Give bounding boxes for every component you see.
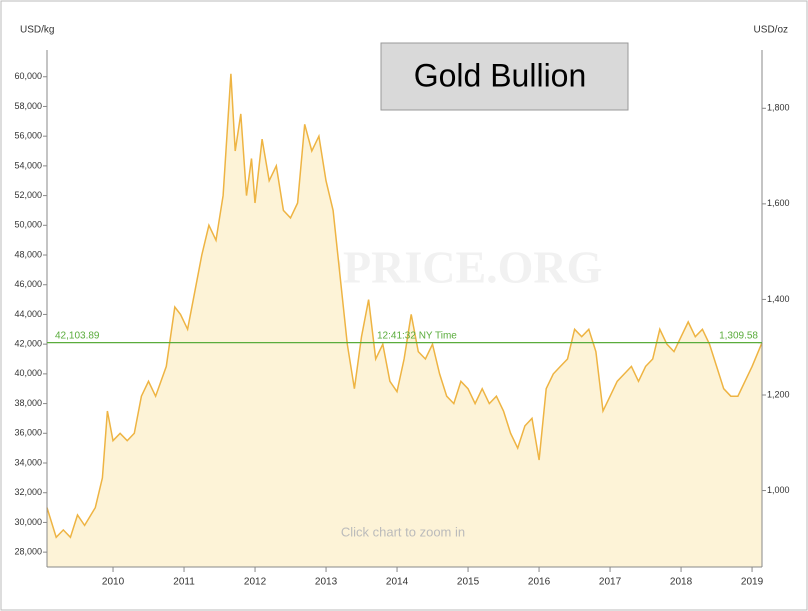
y2-tick-label: 1,200 bbox=[767, 389, 790, 399]
y-tick-label: 30,000 bbox=[14, 517, 42, 527]
reference-label-y2: 1,309.58 bbox=[719, 330, 758, 341]
x-tick-label: 2018 bbox=[670, 577, 693, 588]
y-tick-label: 50,000 bbox=[14, 220, 42, 230]
y-tick-label: 36,000 bbox=[14, 428, 42, 438]
chart-title: Gold Bullion bbox=[414, 57, 587, 93]
x-tick-label: 2013 bbox=[315, 577, 338, 588]
y-tick-label: 52,000 bbox=[14, 190, 42, 200]
y-axis-unit: USD/kg bbox=[20, 25, 54, 36]
y-tick-label: 34,000 bbox=[14, 457, 42, 467]
x-tick-label: 2017 bbox=[599, 577, 622, 588]
y-tick-label: 48,000 bbox=[14, 249, 42, 259]
x-tick-label: 2010 bbox=[102, 577, 125, 588]
y2-tick-label: 1,800 bbox=[767, 103, 790, 113]
x-tick-label: 2015 bbox=[457, 577, 480, 588]
y2-tick-label: 1,400 bbox=[767, 294, 790, 304]
x-tick-label: 2016 bbox=[528, 577, 551, 588]
zoom-hint: Click chart to zoom in bbox=[341, 524, 465, 539]
x-tick-label: 2012 bbox=[244, 577, 267, 588]
y-tick-label: 42,000 bbox=[14, 339, 42, 349]
reference-time: 12:41:32 NY Time bbox=[377, 330, 457, 341]
y-tick-label: 40,000 bbox=[14, 368, 42, 378]
y2-axis-unit: USD/oz bbox=[754, 25, 788, 36]
y-tick-label: 28,000 bbox=[14, 547, 42, 557]
reference-label: 42,103.89 bbox=[55, 330, 100, 341]
x-tick-label: 2014 bbox=[386, 577, 409, 588]
x-tick-label: 2011 bbox=[173, 577, 195, 588]
y-tick-label: 54,000 bbox=[14, 160, 42, 170]
y-tick-label: 58,000 bbox=[14, 101, 42, 111]
y-tick-label: 60,000 bbox=[14, 71, 42, 81]
area-fill bbox=[47, 73, 762, 568]
price-line bbox=[46, 73, 763, 539]
y-tick-label: 56,000 bbox=[14, 131, 42, 141]
y-tick-label: 46,000 bbox=[14, 279, 42, 289]
x-tick-label: 2019 bbox=[741, 577, 764, 588]
y-tick-label: 38,000 bbox=[14, 398, 42, 408]
y2-tick-label: 1,000 bbox=[767, 485, 790, 495]
title-box bbox=[380, 42, 629, 111]
y-tick-label: 44,000 bbox=[14, 309, 42, 319]
y-tick-label: 32,000 bbox=[14, 487, 42, 497]
y2-tick-label: 1,600 bbox=[767, 198, 790, 208]
